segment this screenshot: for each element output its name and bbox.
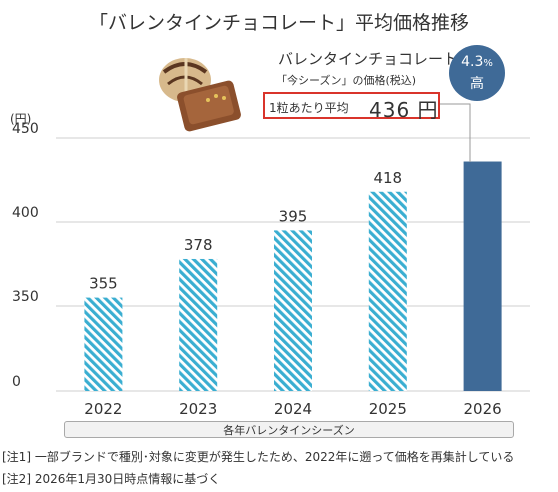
callout-connector	[440, 103, 471, 162]
bar-2022	[84, 297, 123, 391]
bar-2025	[368, 191, 407, 391]
x-tick-label-2025: 2025	[369, 400, 407, 418]
bar-2023	[179, 258, 218, 391]
data-labels: 355 378 395 418	[89, 169, 402, 293]
note-1: [注1] 一部ブランドで種別･対象に変更が発生したため、2022年に遡って価格を…	[2, 450, 515, 464]
data-label-2022: 355	[89, 275, 118, 293]
x-tick-label-2023: 2023	[179, 400, 217, 418]
data-label-2024: 395	[279, 207, 308, 225]
price-callout-box: 1粒あたり平均 436 円	[263, 92, 440, 122]
badge-word: 高	[470, 76, 484, 92]
y-tick-label: 0	[12, 374, 21, 390]
x-tick-label-2026: 2026	[464, 400, 502, 418]
data-label-2023: 378	[184, 236, 213, 254]
y-tick-label: 450	[12, 121, 39, 137]
y-tick-labels: 0 350 400 450	[12, 121, 39, 390]
x-tick-labels: 2022 2023 2024 2025 2026	[84, 400, 501, 418]
increase-badge: 4.3% 高	[449, 45, 505, 101]
y-tick-label: 400	[12, 205, 39, 221]
badge-percent: 4.3%	[461, 54, 493, 70]
y-axis-unit: (円)	[10, 112, 32, 126]
callout-subtitle: 「今シーズン」の価格(税込)	[276, 74, 417, 87]
chocolate-illustration	[159, 58, 241, 132]
chart-title: 「バレンタインチョコレート」平均価格推移	[88, 12, 469, 34]
x-tick-label-2024: 2024	[274, 400, 312, 418]
y-tick-label: 350	[12, 289, 39, 305]
callout-title: バレンタインチョコレート	[278, 50, 459, 68]
price-value: 436 円	[369, 98, 439, 122]
price-label: 1粒あたり平均	[269, 101, 349, 115]
bar-series	[84, 161, 502, 391]
x-tick-label-2022: 2022	[84, 400, 122, 418]
note-2: [注2] 2026年1月30日時点情報に基づく	[2, 472, 221, 486]
bar-2024	[274, 230, 312, 391]
data-label-2025: 418	[373, 169, 402, 187]
x-axis-label: 各年バレンタインシーズン	[64, 421, 514, 438]
bar-2026	[463, 161, 502, 391]
